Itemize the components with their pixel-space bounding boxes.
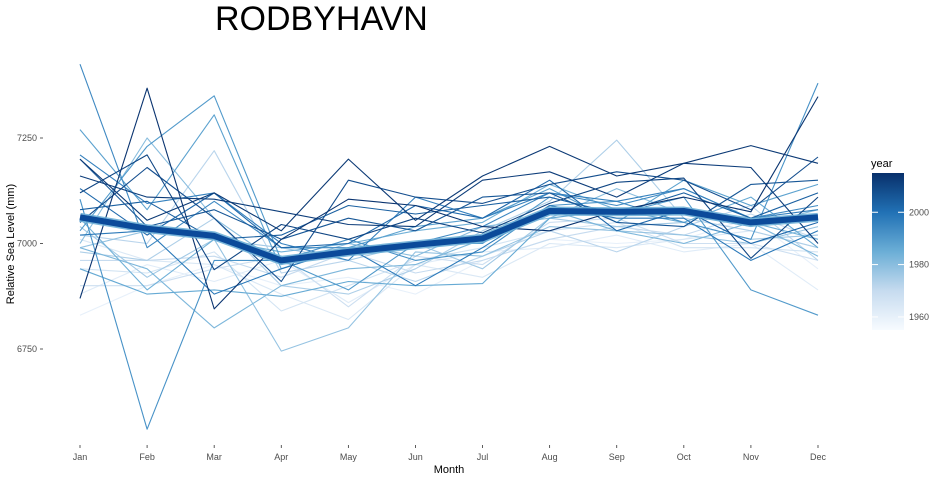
legend: year 1960 1980 2000 [871,158,929,330]
series-line-1992 [79,82,819,430]
x-tick-label-aug: Aug [542,452,558,462]
x-tick-label-nov: Nov [743,452,760,462]
x-tick-label-apr: Apr [274,452,288,462]
chart-title: RODBYHAVN [215,0,428,38]
series-line-1960 [79,217,819,316]
y-tick-label-7250: 7250 [17,133,37,143]
x-axis-title: Month [434,464,465,476]
legend-label-2000: 2000 [909,207,929,217]
series-line-2012 [79,162,819,244]
y-axis-title: Relative Sea Level (mm) [5,184,17,304]
x-tick-label-jul: Jul [477,452,489,462]
series-line-1986 [79,196,819,297]
x-tick-label-dec: Dec [810,452,827,462]
series-line-1972 [79,150,819,283]
legend-title: year [871,158,893,170]
series-line-1964 [79,230,819,321]
legend-color-bar [872,173,904,330]
y-axis: 6750 7000 7250 [17,133,43,354]
series-line-2013 [79,145,819,232]
series-lines [79,64,819,430]
y-tick-label-7000: 7000 [17,239,37,249]
x-axis: Jan Feb Mar Apr May Jun Jul Aug Sep Oct Nov Dec [73,445,827,462]
x-tick-label-sep: Sep [609,452,625,462]
x-tick-label-oct: Oct [677,452,692,462]
series-line-2010 [79,154,819,271]
x-tick-label-feb: Feb [139,452,155,462]
series-line-1974 [79,139,819,295]
x-tick-label-may: May [340,452,358,462]
mean-line-group [79,206,819,265]
y-tick-label-6750: 6750 [17,344,37,354]
x-tick-label-jan: Jan [73,452,88,462]
legend-label-1980: 1980 [909,260,929,270]
series-line-2006 [79,158,819,240]
series-line-1996 [79,154,819,261]
mean-line [79,208,819,264]
series-line-1988 [79,114,819,270]
legend-label-1960: 1960 [909,312,929,322]
series-line-1962 [79,234,819,304]
series-line-1982 [79,209,819,329]
series-line-2008 [79,156,819,283]
x-tick-label-mar: Mar [206,452,222,462]
x-tick-label-jun: Jun [408,452,423,462]
series-line-1998 [79,204,819,295]
series-line-2014 [79,87,819,310]
series-line-1994 [79,64,819,249]
